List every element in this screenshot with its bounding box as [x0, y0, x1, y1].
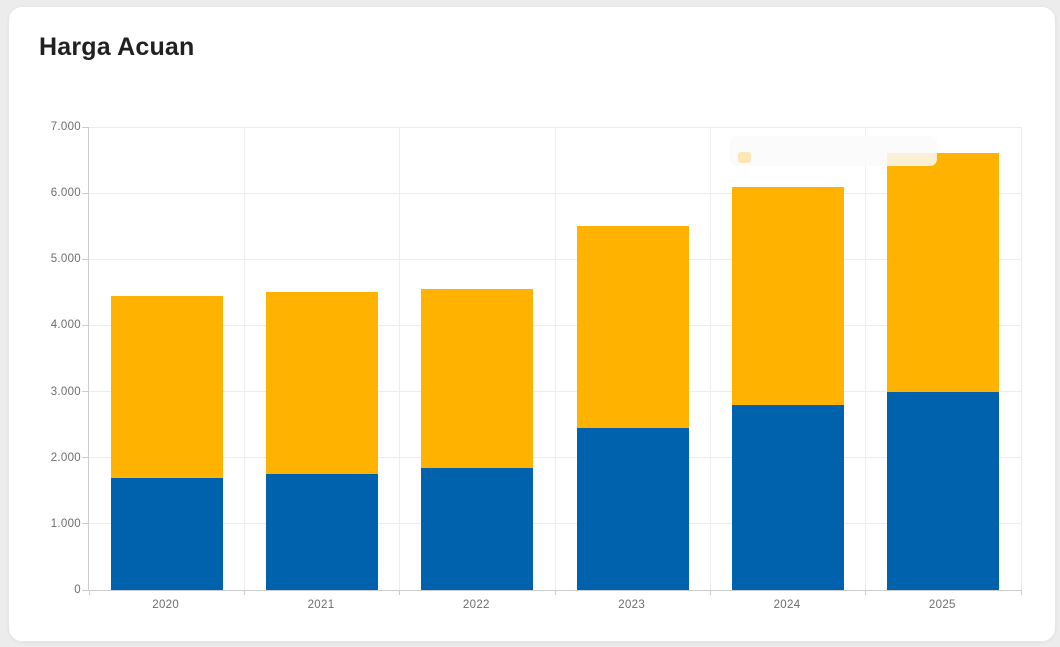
- gridline-vertical: [399, 127, 401, 590]
- y-axis-label: 2.000: [50, 451, 81, 464]
- y-axis: 0 1.000 2.000 3.000 4.000 5.000 6.000 7.000: [9, 121, 81, 596]
- x-axis-tick: [1020, 590, 1022, 595]
- x-axis-tick: [865, 590, 867, 595]
- y-axis-label: 1.000: [50, 517, 81, 530]
- bar-2021-orange-series[interactable]: [266, 292, 378, 475]
- y-axis-tick: [82, 126, 89, 128]
- page-title: Harga Acuan: [39, 33, 195, 61]
- gridline-vertical: [554, 127, 556, 590]
- plot-area: [82, 126, 1022, 595]
- y-axis-label: 5.000: [50, 253, 81, 266]
- x-axis-tick: [554, 590, 556, 595]
- y-axis-label: 0: [74, 584, 81, 596]
- x-axis-label-2021: 2021: [307, 599, 335, 611]
- y-axis-tick: [82, 589, 89, 591]
- bar-2024-blue-series[interactable]: [732, 404, 844, 590]
- bar-2021-blue-series[interactable]: [266, 474, 378, 590]
- y-axis-label: 7.000: [50, 121, 81, 133]
- tooltip-ghost: [730, 136, 937, 166]
- bar-2022-blue-series[interactable]: [421, 467, 534, 590]
- x-axis-label-2022: 2022: [462, 599, 490, 611]
- x-axis-label-2025: 2025: [928, 599, 956, 611]
- y-axis-label: 3.000: [50, 385, 81, 398]
- bar-2023-blue-series[interactable]: [576, 427, 689, 590]
- x-axis-tick: [399, 590, 401, 595]
- y-axis-tick: [82, 457, 89, 459]
- bar-2025-blue-series[interactable]: [887, 391, 1000, 590]
- y-axis-label: 6.000: [50, 187, 81, 200]
- x-axis: 2020 2021 2022 2023 2024 2025: [88, 590, 1020, 620]
- x-axis-tick: [709, 590, 711, 595]
- x-axis-tick: [243, 590, 245, 595]
- bar-2020-blue-series[interactable]: [110, 477, 223, 590]
- bar-2022-orange-series[interactable]: [421, 289, 534, 468]
- y-axis-tick: [82, 391, 89, 393]
- bar-2025-orange-series[interactable]: [887, 153, 1000, 392]
- y-axis-tick: [82, 324, 89, 326]
- y-axis-tick: [82, 523, 89, 525]
- x-axis-label-2023: 2023: [618, 599, 646, 611]
- tooltip-legend-swatch: [738, 152, 751, 163]
- x-axis-tick: [88, 590, 90, 595]
- gridline-vertical: [243, 127, 245, 590]
- x-axis-label-2024: 2024: [773, 599, 801, 611]
- bar-2024-orange-series[interactable]: [732, 186, 844, 405]
- y-axis-tick: [82, 258, 89, 260]
- gridline-vertical: [709, 127, 711, 590]
- harga-acuan-card: Harga Acuan 0 1.000 2.000 3.000 4.000 5.000 6.…: [8, 6, 1056, 642]
- y-axis-tick: [82, 192, 89, 194]
- y-axis-label: 4.000: [50, 319, 81, 332]
- gridline-vertical: [865, 127, 867, 590]
- bar-2020-orange-series[interactable]: [110, 295, 223, 478]
- bar-2023-orange-series[interactable]: [576, 226, 689, 428]
- x-axis-label-2020: 2020: [152, 599, 180, 611]
